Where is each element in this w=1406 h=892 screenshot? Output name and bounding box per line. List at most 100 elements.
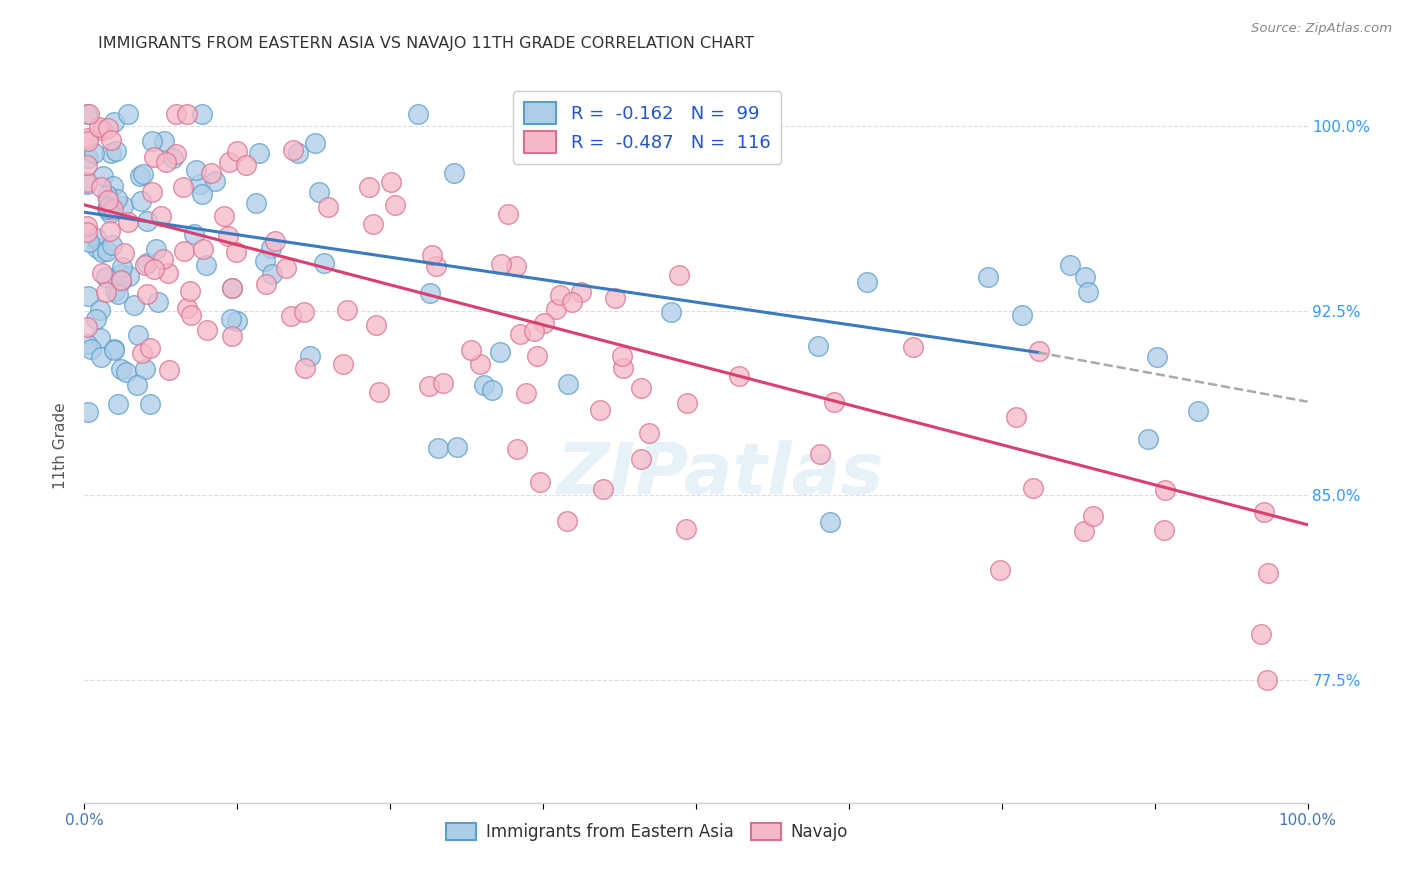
Point — [505, 259, 527, 273]
Point — [1253, 505, 1275, 519]
Point — [141, 134, 163, 148]
Point — [605, 292, 627, 306]
Point — [96, 188, 118, 202]
Point — [76, 337, 98, 351]
Point — [1022, 481, 1045, 495]
Point — [200, 166, 222, 180]
Point — [1011, 308, 1033, 322]
Point — [446, 440, 468, 454]
Point — [136, 214, 159, 228]
Point — [425, 259, 447, 273]
Point — [94, 269, 117, 284]
Point — [97, 121, 120, 136]
Point — [110, 274, 132, 288]
Point — [76, 320, 98, 334]
Point — [105, 193, 128, 207]
Point — [91, 245, 114, 260]
Point — [225, 313, 247, 327]
Point — [1153, 523, 1175, 537]
Point — [588, 402, 610, 417]
Point — [145, 243, 167, 257]
Point — [110, 362, 132, 376]
Point — [127, 327, 149, 342]
Point — [76, 107, 98, 121]
Point — [312, 256, 335, 270]
Point — [157, 266, 180, 280]
Point — [298, 349, 321, 363]
Point — [110, 267, 132, 281]
Point — [332, 358, 354, 372]
Point — [77, 135, 100, 149]
Point — [77, 107, 100, 121]
Point — [176, 301, 198, 315]
Point — [131, 167, 153, 181]
Point — [89, 120, 111, 134]
Point — [823, 395, 845, 409]
Point — [488, 344, 510, 359]
Point — [165, 147, 187, 161]
Point — [100, 237, 122, 252]
Point — [988, 563, 1011, 577]
Point — [84, 230, 107, 244]
Point — [318, 200, 340, 214]
Point — [91, 266, 114, 280]
Point — [91, 169, 114, 184]
Point — [533, 316, 555, 330]
Point — [172, 180, 194, 194]
Point — [260, 241, 283, 255]
Point — [86, 241, 108, 255]
Point — [76, 405, 98, 419]
Point — [1028, 343, 1050, 358]
Point — [77, 151, 100, 165]
Point — [406, 107, 429, 121]
Point — [136, 287, 159, 301]
Point — [107, 287, 129, 301]
Point — [101, 202, 124, 216]
Point — [610, 349, 633, 363]
Point — [125, 378, 148, 392]
Point — [134, 362, 156, 376]
Point — [204, 174, 226, 188]
Point — [420, 248, 443, 262]
Point — [1005, 409, 1028, 424]
Point — [245, 195, 267, 210]
Point — [637, 425, 659, 440]
Point — [546, 301, 568, 316]
Point — [419, 286, 441, 301]
Point — [489, 257, 512, 271]
Point — [89, 331, 111, 345]
Point — [1077, 285, 1099, 299]
Point — [100, 199, 122, 213]
Point — [131, 346, 153, 360]
Point — [90, 180, 112, 194]
Point — [561, 295, 583, 310]
Point — [100, 206, 122, 220]
Point — [806, 339, 828, 353]
Point — [304, 136, 326, 150]
Point — [472, 377, 495, 392]
Point — [176, 107, 198, 121]
Point — [190, 107, 212, 121]
Point — [180, 308, 202, 322]
Point — [83, 145, 105, 160]
Point — [76, 219, 98, 234]
Point — [191, 187, 214, 202]
Point — [1154, 483, 1177, 497]
Point — [152, 252, 174, 266]
Point — [557, 377, 579, 392]
Point — [630, 381, 652, 395]
Point — [276, 260, 298, 275]
Point — [675, 522, 697, 536]
Point — [173, 244, 195, 259]
Point — [103, 343, 125, 357]
Point — [188, 177, 211, 191]
Point — [221, 281, 243, 295]
Point — [148, 294, 170, 309]
Point — [468, 357, 491, 371]
Point — [280, 309, 302, 323]
Point — [529, 475, 551, 489]
Point — [247, 145, 270, 160]
Point — [361, 217, 384, 231]
Point — [1257, 566, 1279, 581]
Point — [219, 311, 242, 326]
